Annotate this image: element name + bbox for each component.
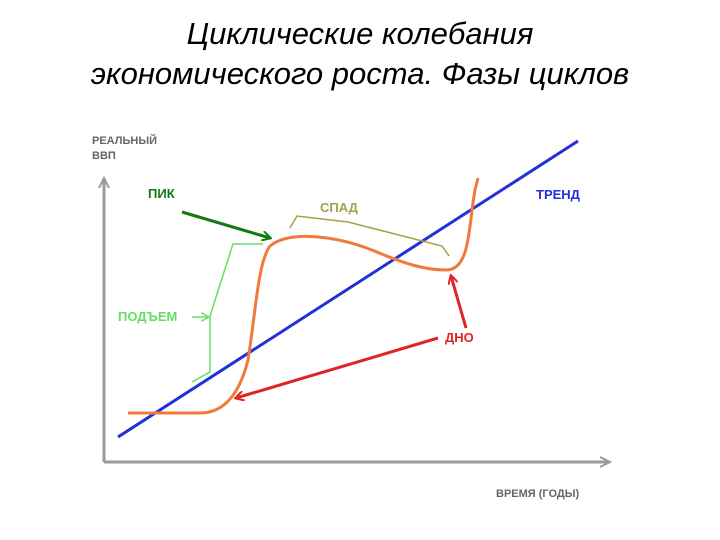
trend-line <box>117 139 579 439</box>
title-line-1: Циклические колебания <box>186 16 534 51</box>
cycle-curve <box>128 177 480 415</box>
expansion-bracket <box>191 243 263 383</box>
slide-title: Циклические колебания экономического рос… <box>0 14 720 94</box>
trough-label: ДНО <box>445 330 474 345</box>
y-axis-label-line-1: РЕАЛЬНЫЙ <box>92 134 157 147</box>
peak-arrow <box>181 210 270 238</box>
expansion-label: ПОДЪЕМ <box>118 309 177 324</box>
peak-label: ПИК <box>148 186 175 201</box>
recession-bracket <box>289 215 450 257</box>
recession-label: СПАД <box>320 200 359 215</box>
x-axis-label: ВРЕМЯ (ГОДЫ) <box>496 488 580 500</box>
trend-label: ТРЕНД <box>536 187 581 202</box>
y-axis-label-line-2: ВВП <box>92 150 116 162</box>
trough-arrow-to-bottom-left <box>236 336 439 398</box>
title-line-2: экономического роста. Фазы циклов <box>90 56 630 91</box>
trough-arrow-to-bottom-right <box>451 276 468 329</box>
